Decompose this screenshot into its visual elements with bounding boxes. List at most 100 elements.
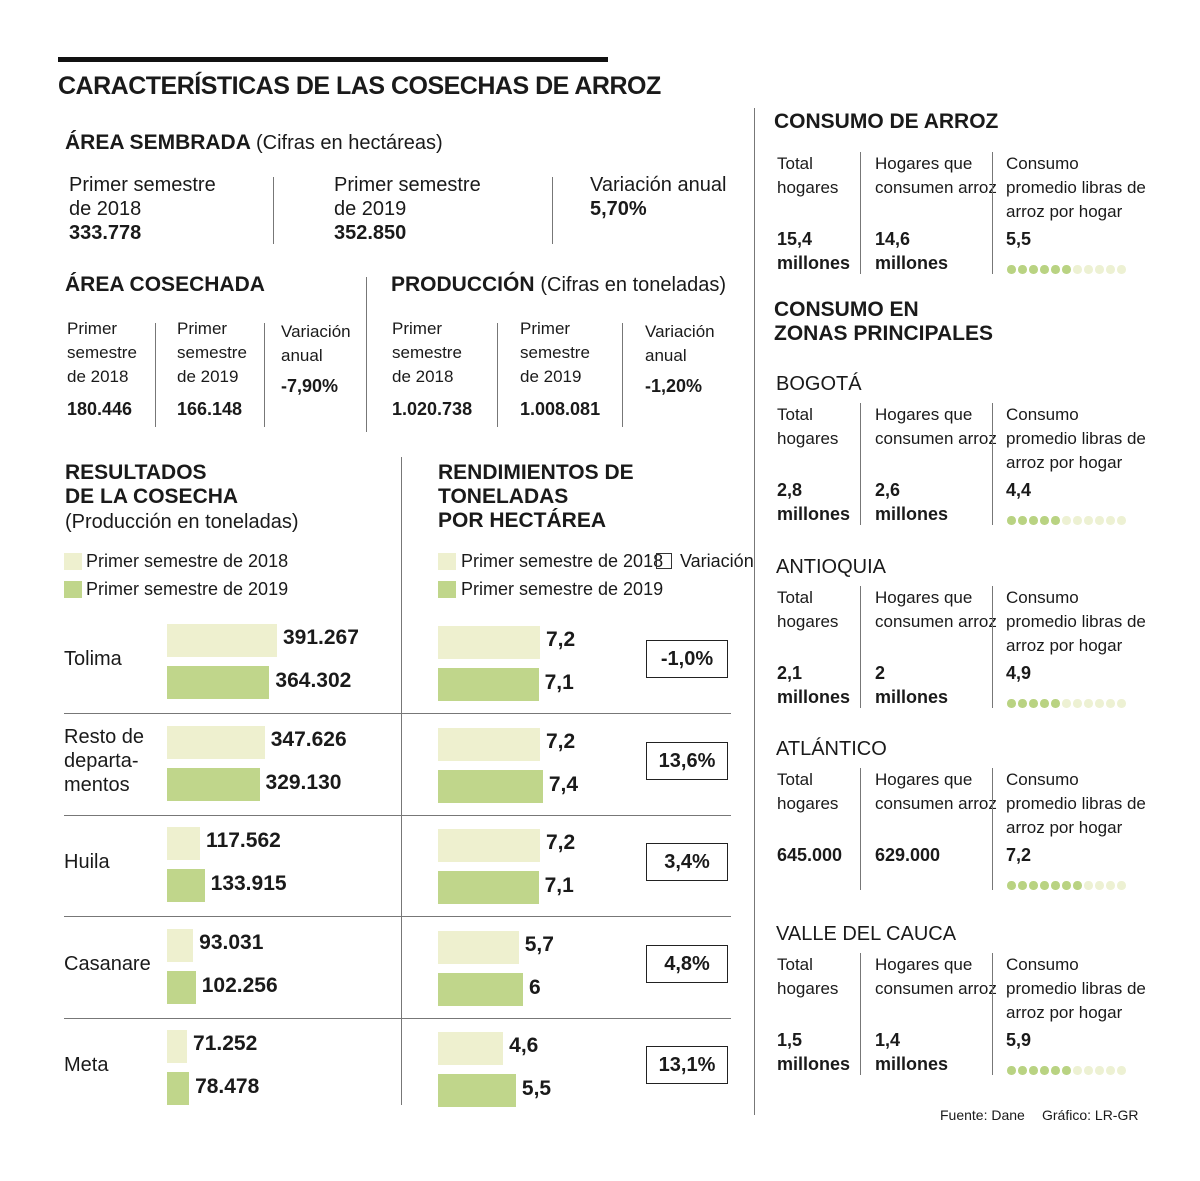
cosechada-variacion-value: -7,90% xyxy=(281,376,339,396)
dot xyxy=(1095,699,1104,708)
dot xyxy=(1117,1066,1126,1075)
label-line: semestre xyxy=(177,343,247,362)
divider xyxy=(497,323,498,427)
label-line: Total xyxy=(777,955,813,974)
bar-2018 xyxy=(167,929,194,962)
consumo-promedio-label: Consumo promedio libras de arroz por hogar xyxy=(1006,953,1146,1025)
region-label-line: Huila xyxy=(64,851,110,873)
region-label-line: Meta xyxy=(64,1054,109,1076)
hogares-consumen-value: 14,6 millones xyxy=(875,227,948,275)
area-sembrada-header: ÁREA SEMBRADA (Cifras en hectáreas) xyxy=(65,131,443,155)
variation-box: 3,4% xyxy=(646,843,728,881)
dot xyxy=(1062,516,1071,525)
label-line: promedio libras de xyxy=(1006,794,1146,813)
dot xyxy=(1095,881,1104,890)
bar-2018-label: 347.626 xyxy=(270,728,347,751)
sembrada-2019-value: 352.850 xyxy=(334,222,407,244)
dot xyxy=(1018,516,1027,525)
dot xyxy=(1040,516,1049,525)
label-line: Consumo xyxy=(1006,405,1079,424)
variation-box: -1,0% xyxy=(646,640,728,678)
value-line: 2,1 xyxy=(777,663,803,683)
consumption-dots xyxy=(1007,1066,1126,1075)
dot xyxy=(1073,516,1082,525)
dot xyxy=(1084,265,1093,274)
hogares-consumen-label: Hogares que consumen arroz xyxy=(875,953,997,1001)
legend-swatch-2018 xyxy=(64,553,82,570)
region-name: BOGOTÁ xyxy=(776,373,862,395)
rendimientos-title-line: TONELADAS xyxy=(438,485,569,508)
total-hogares-label: Total hogares xyxy=(777,953,838,1001)
area-sembrada-title: ÁREA SEMBRADA xyxy=(65,131,251,154)
total-hogares-label: Total hogares xyxy=(777,403,838,451)
dot xyxy=(1007,699,1016,708)
label-line: Total xyxy=(777,770,813,789)
region-label-line: Tolima xyxy=(64,648,122,670)
label-line: Total xyxy=(777,588,813,607)
label-line: consumen arroz xyxy=(875,794,997,813)
label-line: promedio libras de xyxy=(1006,979,1146,998)
dot xyxy=(1051,516,1060,525)
label-line: Hogares que xyxy=(875,588,973,607)
consumo-promedio-value: 4,9 xyxy=(1006,663,1032,683)
consumption-dots xyxy=(1007,516,1126,525)
dot xyxy=(1029,1066,1038,1075)
consumption-dots xyxy=(1007,881,1126,890)
label-line: promedio libras de xyxy=(1006,429,1146,448)
value-line: 2 xyxy=(875,663,886,683)
produccion-2018-value: 1.020.738 xyxy=(392,399,473,419)
dot xyxy=(1106,881,1115,890)
dot xyxy=(1018,265,1027,274)
value-line: millones xyxy=(875,504,949,524)
consumo-title: CONSUMO DE ARROZ xyxy=(774,110,999,133)
label-line: consumen arroz xyxy=(875,429,997,448)
yield-bar-2018 xyxy=(438,931,519,964)
total-hogares-value: 1,5 millones xyxy=(777,1028,850,1076)
value-line: 2,6 xyxy=(875,480,901,500)
value-line: millones xyxy=(875,687,949,707)
label-line: consumen arroz xyxy=(875,178,997,197)
produccion-unit: (Cifras en toneladas) xyxy=(540,274,727,296)
row-divider xyxy=(64,815,731,816)
sembrada-2018-label-a: Primer semestre xyxy=(69,174,216,196)
value-line: 15,4 xyxy=(777,229,813,249)
value-line: 1,4 xyxy=(875,1030,901,1050)
label-line: arroz por hogar xyxy=(1006,636,1123,655)
produccion-2019: Primer semestre de 2019 1.008.081 xyxy=(520,317,600,421)
label-line: arroz por hogar xyxy=(1006,1003,1123,1022)
chart-divider xyxy=(401,457,402,1105)
area-sembrada-unit: (Cifras en hectáreas) xyxy=(255,132,443,154)
zonas-title-line: CONSUMO EN xyxy=(774,298,919,321)
consumo-promedio-value: 5,9 xyxy=(1006,1030,1032,1050)
yield-bar-2018 xyxy=(438,829,540,862)
dot xyxy=(1062,1066,1071,1075)
bar-2018 xyxy=(167,1030,188,1063)
label-line: semestre xyxy=(520,343,590,362)
region-label-line: Casanare xyxy=(64,953,151,975)
value-line: 2,8 xyxy=(777,480,803,500)
rendimientos-header: RENDIMIENTOS DE TONELADAS POR HECTÁREA xyxy=(438,461,634,533)
value-line: 645.000 xyxy=(777,845,843,865)
hogares-consumen-value: 2,6 millones xyxy=(875,478,948,526)
bar-2018-label: 93.031 xyxy=(199,931,264,954)
total-hogares-value: 2,8 millones xyxy=(777,478,850,526)
bar-2018-label: 71.252 xyxy=(193,1032,258,1055)
region-name: VALLE DEL CAUCA xyxy=(776,923,957,945)
divider xyxy=(622,323,623,427)
bar-2019 xyxy=(167,869,205,902)
value-line: millones xyxy=(777,253,851,273)
label-line: arroz por hogar xyxy=(1006,818,1123,837)
label-line: Hogares que xyxy=(875,154,973,173)
yield-bar-2018 xyxy=(438,1032,504,1065)
region-label-line: Resto de xyxy=(64,726,145,748)
bar-2018 xyxy=(167,726,265,759)
divider xyxy=(992,152,993,274)
dot xyxy=(1106,699,1115,708)
divider xyxy=(992,403,993,525)
consumo-promedio-label: Consumo promedio libras de arroz por hogar xyxy=(1006,152,1146,224)
sembrada-2018: Primer semestre de 2018 333.778 xyxy=(69,173,216,245)
sembrada-2019-label-a: Primer semestre xyxy=(334,174,481,196)
label-line: de 2019 xyxy=(520,367,582,386)
region-name: ANTIOQUIA xyxy=(776,556,887,578)
label-line: Primer xyxy=(67,319,118,338)
